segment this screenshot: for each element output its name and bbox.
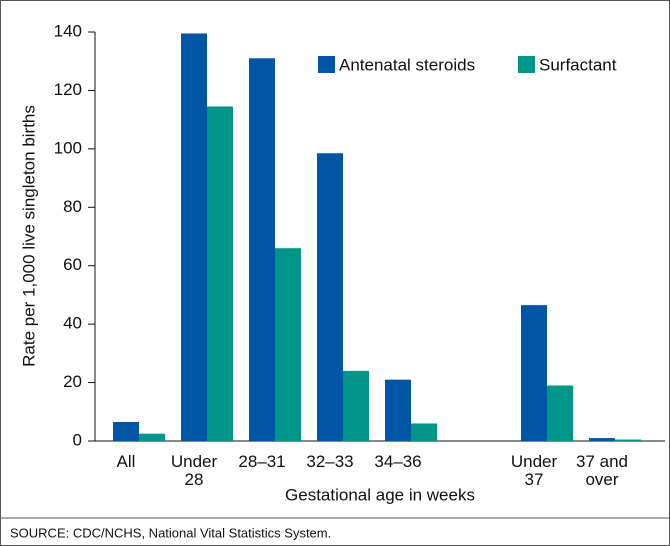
bar [411,423,437,441]
y-tick-label: 40 [63,314,82,333]
x-tick-label: Under 28 [170,452,218,489]
legend-swatch [318,56,335,73]
y-axis-label: Rate per 1,000 live singleton births [19,105,38,367]
x-tick-label: 32–33 [306,452,354,471]
x-tick-label: All [116,452,136,471]
bar [521,305,547,441]
y-tick-label: 100 [54,138,82,157]
bar [547,385,573,441]
bar [113,422,139,441]
x-tick-label: 37 and over [576,452,628,489]
legend-swatch [518,56,535,73]
x-tick-label: Under 37 [510,452,558,489]
legend-label: Antenatal steroids [339,55,475,74]
legend-label: Surfactant [539,55,617,74]
y-tick-label: 80 [63,197,82,216]
x-tick-label: 28–31 [238,452,286,471]
source: SOURCE: CDC/NCHS, National Vital Statist… [10,525,331,540]
bar [181,33,207,441]
y-tick-label: 0 [73,430,82,449]
y-tick-label: 60 [63,255,82,274]
bar [249,58,275,442]
bar [275,248,301,441]
y-tick-label: 120 [54,80,82,99]
x-tick-label: 34–36 [374,452,422,471]
y-tick-label: 140 [54,21,82,40]
bar [589,438,615,441]
bar [615,439,641,441]
x-axis-label: Gestational age in weeks [285,485,475,504]
bar [139,433,165,441]
bar [317,153,343,441]
bar [207,106,233,441]
bar [385,379,411,441]
y-tick-label: 20 [63,372,82,391]
bar [343,370,369,441]
